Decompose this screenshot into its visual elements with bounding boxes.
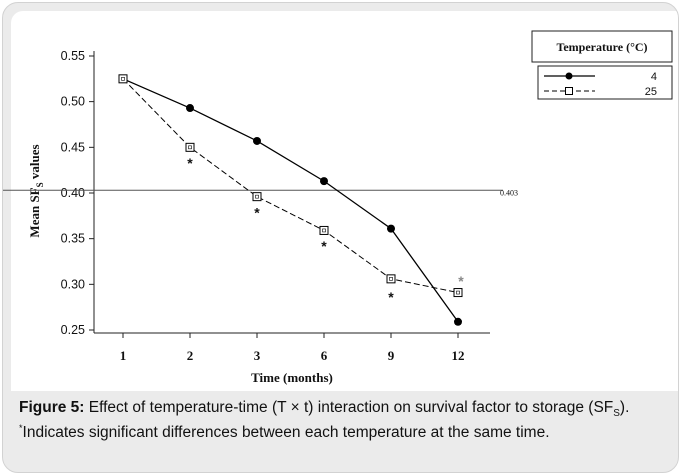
data-point-4 — [387, 224, 395, 233]
legend-entries-box — [537, 65, 673, 100]
data-point-25 — [453, 288, 463, 298]
data-point-4 — [320, 177, 328, 186]
series-line-25 — [122, 78, 459, 294]
x-tick-label: 2 — [187, 348, 194, 363]
series-markers — [118, 74, 463, 326]
legend-label-25: 25 — [645, 86, 657, 98]
y-tick-label: 0.30 — [61, 277, 85, 291]
footnote-mark: * — [19, 422, 23, 433]
data-point-25 — [252, 192, 262, 202]
data-point-25 — [118, 74, 128, 84]
data-point-inner-25 — [456, 290, 460, 295]
legend: Temperature (°C) 4 25 — [531, 30, 673, 100]
caption-body: Effect of temperature-time (T × t) inter… — [84, 399, 614, 416]
data-point-inner-25 — [121, 77, 125, 81]
data-point-25 — [386, 274, 396, 284]
x-tick-label: 3 — [254, 348, 261, 363]
legend-title: Temperature (°C) — [556, 40, 647, 54]
x-tick-label: 1 — [120, 348, 127, 363]
data-point-4 — [186, 104, 194, 113]
y-ticks: 0.25 0.30 0.35 0.40 0.45 0.50 0.55 — [61, 49, 94, 337]
reference-line-label: 0.403 — [500, 188, 518, 197]
x-ticks: 1 2 3 6 9 12 — [120, 333, 465, 363]
caption-footnote: *Indicates significant differences betwe… — [19, 423, 674, 442]
data-point-4 — [454, 317, 462, 326]
x-axis-label: Time (months) — [251, 370, 333, 385]
data-point-inner-25 — [389, 277, 393, 281]
caption-subscript: S — [613, 408, 620, 420]
y-tick-label: 0.40 — [61, 186, 85, 200]
legend-title-box — [531, 30, 673, 63]
footnote-text: Indicates significant differences betwee… — [22, 424, 550, 441]
significance-star: * — [187, 155, 193, 171]
data-point-inner-25 — [255, 194, 259, 199]
significance-star: * — [254, 204, 260, 220]
y-tick-label: 0.55 — [61, 49, 85, 63]
caption-text: Figure 5: Effect of temperature-time (T … — [19, 398, 674, 420]
significance-star: * — [458, 273, 464, 289]
data-point-25 — [185, 142, 195, 152]
y-tick-label: 0.50 — [61, 95, 85, 109]
x-tick-label: 6 — [321, 348, 328, 363]
caption-figure-label: Figure 5: — [19, 399, 85, 416]
data-point-inner-25 — [188, 145, 192, 150]
significance-star: * — [388, 289, 394, 305]
significance-markers: * * * * * — [187, 155, 464, 305]
y-tick-label: 0.25 — [61, 323, 85, 337]
data-point-inner-25 — [322, 228, 326, 233]
series-lines — [122, 78, 459, 323]
figure-caption: Figure 5: Effect of temperature-time (T … — [19, 398, 674, 448]
y-tick-label: 0.35 — [61, 232, 85, 246]
data-point-25 — [319, 225, 329, 235]
legend-marker-4 — [565, 72, 573, 80]
legend-marker-25 — [565, 87, 573, 95]
x-tick-label: 9 — [388, 348, 395, 363]
line-chart: 0.250.300.350.400.450.500.55 1 2 3 6 9 12 Mea… — [3, 30, 673, 385]
series-line-4 — [122, 78, 459, 323]
y-axis-label: Mean SFS values — [27, 144, 45, 237]
y-tick-label: 0.45 — [61, 140, 85, 154]
x-tick-label: 12 — [452, 348, 465, 363]
legend-label-4: 4 — [651, 71, 657, 83]
caption-end: ). — [619, 399, 630, 416]
data-point-4 — [253, 136, 261, 145]
significance-star: * — [321, 238, 327, 254]
